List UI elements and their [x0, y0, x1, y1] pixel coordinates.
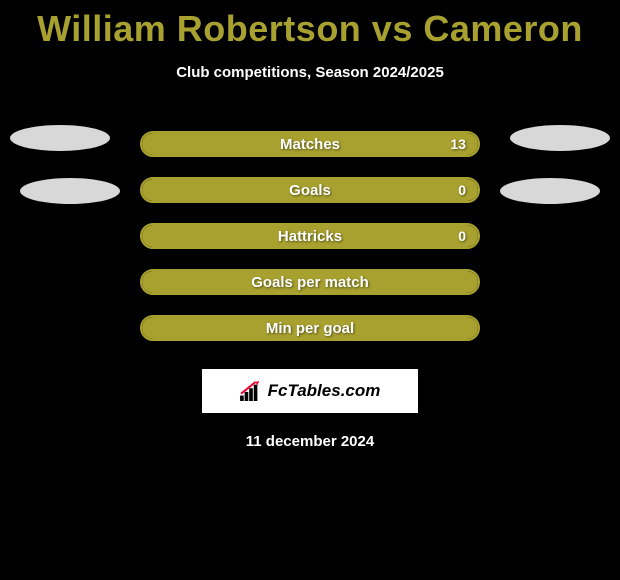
page-title: William Robertson vs Cameron	[0, 0, 620, 50]
stat-bar-min-per-goal: Min per goal	[140, 315, 480, 341]
stat-label: Matches	[280, 136, 340, 153]
stat-value-right: 13	[450, 136, 466, 152]
subtitle: Club competitions, Season 2024/2025	[0, 64, 620, 81]
stat-row: Min per goal	[0, 305, 620, 351]
stat-bar-goals-per-match: Goals per match	[140, 269, 480, 295]
stat-row: Goals 0	[0, 167, 620, 213]
stat-label: Goals	[289, 182, 331, 199]
stat-row: Hattricks 0	[0, 213, 620, 259]
stat-bar-matches: Matches 13	[140, 131, 480, 157]
date-text: 11 december 2024	[0, 433, 620, 450]
stat-bar-hattricks: Hattricks 0	[140, 223, 480, 249]
stat-value-right: 0	[458, 182, 466, 198]
logo-box: FcTables.com	[202, 369, 418, 413]
bar-fill-left	[142, 133, 286, 155]
stat-label: Hattricks	[278, 228, 342, 245]
stat-row: Matches 13	[0, 121, 620, 167]
stat-bar-goals: Goals 0	[140, 177, 480, 203]
stat-row: Goals per match	[0, 259, 620, 305]
logo-text: FcTables.com	[268, 381, 381, 401]
stat-label: Goals per match	[251, 274, 369, 291]
chart-icon	[240, 381, 262, 401]
stat-label: Min per goal	[266, 320, 354, 337]
stat-value-right: 0	[458, 228, 466, 244]
comparison-chart: Matches 13 Goals 0 Hattricks 0 Goals per…	[0, 121, 620, 351]
